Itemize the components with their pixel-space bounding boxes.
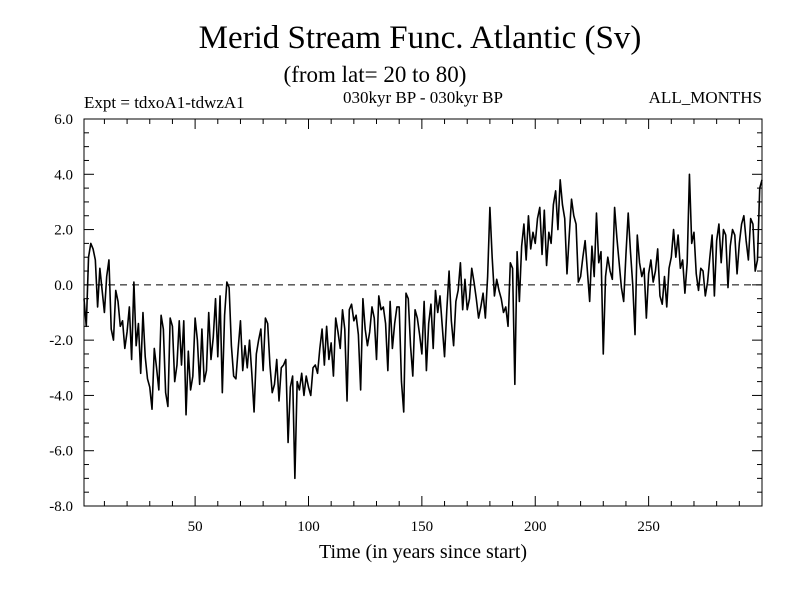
experiment-label: Expt = tdxoA1-tdwzA1 <box>84 93 245 112</box>
y-tick-label: -8.0 <box>49 499 73 515</box>
y-tick-label: 4.0 <box>54 167 73 183</box>
x-tick-label: 200 <box>524 519 547 535</box>
x-tick-label: 250 <box>637 519 660 535</box>
y-tick-label: -4.0 <box>49 388 73 404</box>
series-line <box>83 173 763 480</box>
season-label: ALL_MONTHS <box>649 88 762 107</box>
y-tick-label: -2.0 <box>49 333 73 349</box>
y-tick-label: -6.0 <box>49 444 73 460</box>
chart-subtitle: (from lat= 20 to 80) <box>284 62 467 87</box>
x-axis-label: Time (in years since start) <box>319 541 527 563</box>
x-tick-label: 50 <box>188 519 203 535</box>
plot-area: 50 100 150 200 250 6.0 4.0 2.0 0.0 -2.0 -4.0 -6.0 -8… <box>49 112 763 535</box>
y-tick-label: 6.0 <box>54 112 73 128</box>
y-tick-label: 0.0 <box>54 278 73 294</box>
y-tick-label: 2.0 <box>54 223 73 239</box>
period-label: 030kyr BP - 030kyr BP <box>343 88 503 107</box>
chart-title: Merid Stream Func. Atlantic (Sv) <box>199 20 642 56</box>
x-tick-label: 150 <box>411 519 434 535</box>
x-tick-label: 100 <box>297 519 320 535</box>
